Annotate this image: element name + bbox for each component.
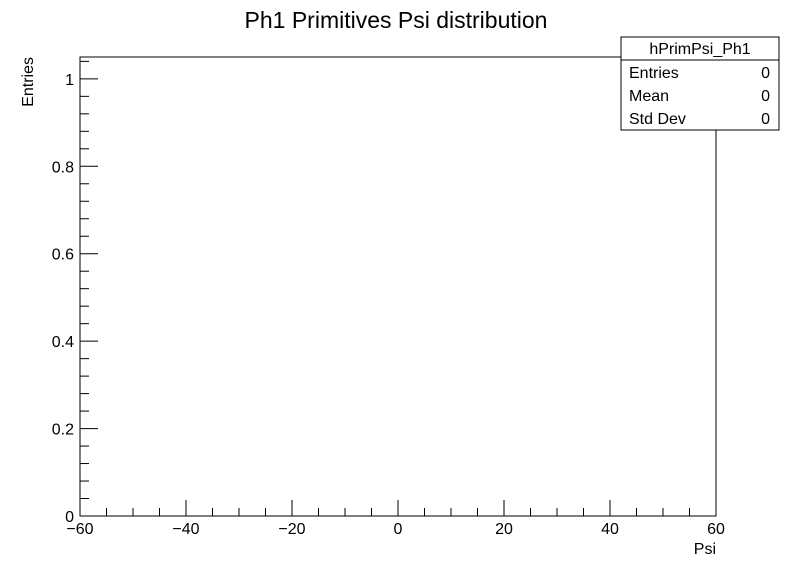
y-tick-label: 0.6 — [52, 247, 74, 264]
x-axis-title: Psi — [694, 541, 716, 558]
x-tick-label: 20 — [495, 521, 513, 538]
y-tick-label: 0.4 — [52, 334, 74, 351]
x-tick-label: −40 — [172, 521, 199, 538]
stats-mean-label: Mean — [629, 88, 669, 105]
stats-entries-label: Entries — [629, 65, 679, 82]
x-axis: −60 −40 −20 0 20 40 60 — [66, 500, 725, 538]
chart-title: Ph1 Primitives Psi distribution — [245, 7, 548, 33]
y-axis-title: Entries — [20, 57, 37, 107]
stats-entries-value: 0 — [761, 65, 770, 82]
stats-box-name: hPrimPsi_Ph1 — [649, 41, 750, 58]
y-tick-label: 0.8 — [52, 159, 74, 176]
x-tick-label: 0 — [394, 521, 403, 538]
y-axis: 0 0.2 0.4 0.6 0.8 1 — [52, 60, 98, 526]
x-tick-label: −60 — [66, 521, 93, 538]
stats-stddev-label: Std Dev — [629, 111, 686, 128]
y-tick-label: 0 — [65, 509, 74, 526]
stats-box-frame — [620, 36, 780, 131]
y-tick-label: 0.2 — [52, 422, 74, 439]
y-tick-label: 1 — [65, 72, 74, 89]
x-tick-label: −20 — [278, 521, 305, 538]
stats-box: hPrimPsi_Ph1 Entries 0 Mean 0 Std Dev 0 — [620, 36, 780, 131]
x-tick-label: 60 — [707, 521, 725, 538]
x-tick-label: 40 — [601, 521, 619, 538]
stats-mean-value: 0 — [761, 88, 770, 105]
stats-stddev-value: 0 — [761, 111, 770, 128]
